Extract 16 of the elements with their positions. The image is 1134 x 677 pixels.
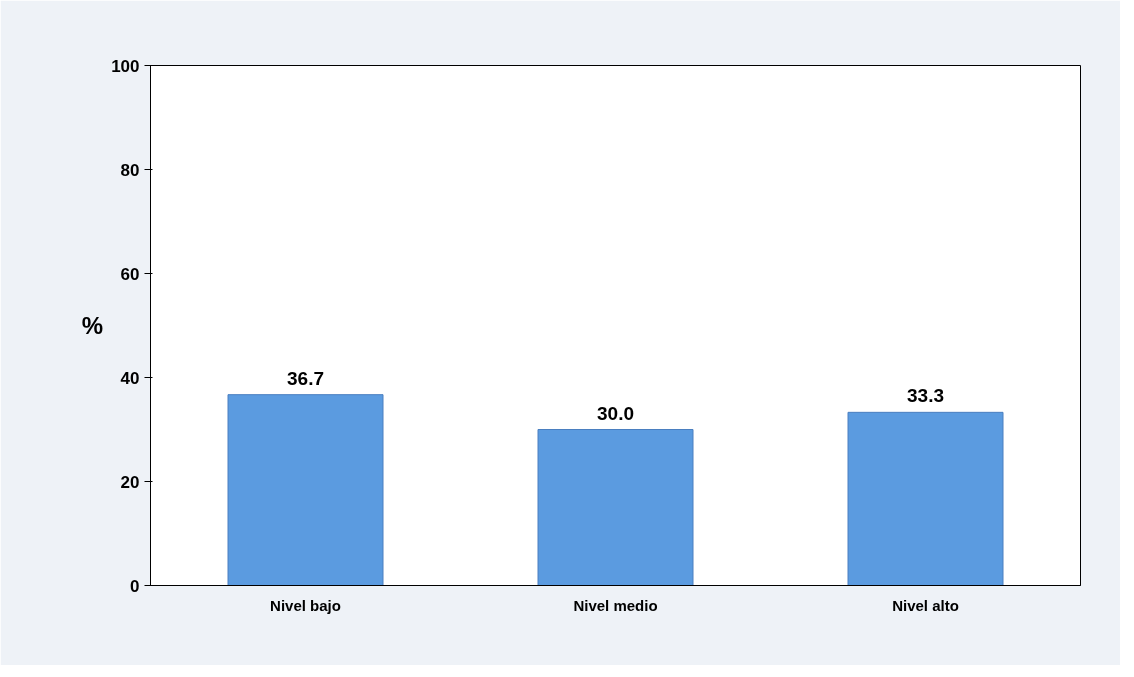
data-label: 33.3 xyxy=(907,385,944,407)
bar xyxy=(847,411,1004,586)
y-tick-label: 100 xyxy=(111,56,140,76)
y-tick-label: 60 xyxy=(120,264,140,284)
bar xyxy=(537,429,694,586)
bar xyxy=(227,394,384,586)
y-tick-label: 40 xyxy=(120,368,140,388)
x-tick-label: Nivel alto xyxy=(892,596,959,614)
x-tick-label: Nivel bajo xyxy=(270,596,341,614)
x-tick-label: Nivel medio xyxy=(573,596,658,614)
y-tick-label: 80 xyxy=(120,160,140,180)
y-tick-label: 0 xyxy=(130,576,140,596)
y-tick-label: 20 xyxy=(120,472,140,492)
data-label: 30.0 xyxy=(597,402,634,424)
y-axis-title: % xyxy=(81,312,104,339)
data-label: 36.7 xyxy=(287,367,324,389)
